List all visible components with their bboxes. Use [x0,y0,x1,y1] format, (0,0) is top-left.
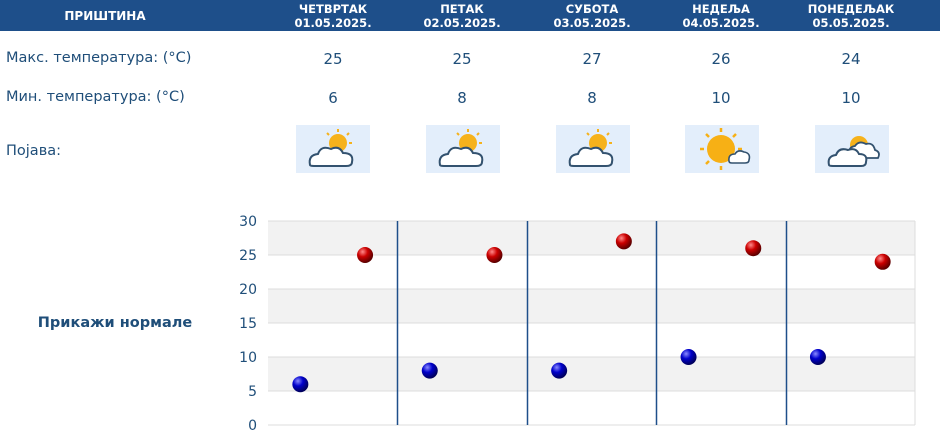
partly-cloudy-icon [556,125,630,173]
day-name: ЧЕТВРТАК [298,1,368,16]
min-temp-value: 10 [711,89,731,107]
partly-cloudy-icon [296,125,370,173]
chart-band [268,255,915,289]
day-header-2: ПЕТАК 02.05.2025. [397,0,527,31]
max-temp-value: 24 [841,50,861,68]
chart-band [268,357,915,391]
show-normals-link[interactable]: Прикажи нормале [37,315,193,331]
chart-band [268,289,915,323]
y-axis: 0 5 10 15 20 25 30 [239,214,257,434]
day-date: 03.05.2025. [553,15,631,30]
y-tick-label: 15 [239,316,257,332]
data-points [292,233,891,393]
day-name: НЕДЕЉА [692,1,750,16]
cloudy-sun-icon [815,125,889,173]
y-tick-label: 0 [248,418,257,434]
min-temp-point [421,362,438,379]
day-header-3: СУБОТА 03.05.2025. [527,0,657,31]
day-name: СУБОТА [565,1,619,16]
chart-band [268,323,915,357]
day-separators [396,221,788,425]
y-tick-label: 20 [239,282,257,298]
chart-band [268,391,915,425]
min-temp-point [551,362,568,379]
day-date: 05.05.2025. [812,15,890,30]
y-tick-label: 30 [239,214,257,230]
day-name: ПЕТАК [440,1,484,16]
city-name: ПРИШТИНА [64,8,146,23]
min-temp-label: Мин. температура: (°C) [6,89,185,105]
max-temp-value: 25 [323,50,343,68]
max-temp-value: 26 [711,50,731,68]
max-temp-value: 25 [452,50,472,68]
max-temp-point [745,240,762,257]
min-temp-point [809,349,826,365]
min-temp-value: 6 [328,89,338,107]
phenomenon-label: Појава: [6,143,62,159]
y-tick-label: 5 [248,384,257,400]
chart-band [268,221,915,255]
y-tick-label: 10 [239,350,257,366]
min-temp-value: 8 [457,89,467,107]
max-temp-point [874,253,891,270]
day-header-1: ЧЕТВРТАК 01.05.2025. [268,0,398,31]
chart-bands [268,220,916,426]
min-temp-point [680,349,697,365]
day-date: 04.05.2025. [682,15,760,30]
day-date: 01.05.2025. [294,15,372,30]
max-temp-point [486,247,503,263]
max-temp-point [615,233,632,250]
min-temp-point [292,376,309,393]
temperature-chart: 0 5 10 15 20 25 30 [239,214,916,434]
day-header-4: НЕДЕЉА 04.05.2025. [656,0,786,31]
min-temp-value: 8 [587,89,597,107]
max-temp-point [357,247,374,263]
max-temp-value: 27 [582,50,602,68]
max-temp-label: Макс. температура: (°C) [6,50,192,66]
y-tick-label: 25 [239,248,257,264]
day-name: ПОНЕДЕЉАК [807,1,895,16]
day-header-5: ПОНЕДЕЉАК 05.05.2025. [786,0,916,31]
partly-cloudy-icon [426,125,500,173]
forecast-header: ПРИШТИНА ЧЕТВРТАК 01.05.2025. ПЕТАК 02.0… [0,0,940,31]
mostly-sunny-icon [685,125,759,173]
min-temp-value: 10 [841,89,861,107]
day-date: 02.05.2025. [423,15,501,30]
